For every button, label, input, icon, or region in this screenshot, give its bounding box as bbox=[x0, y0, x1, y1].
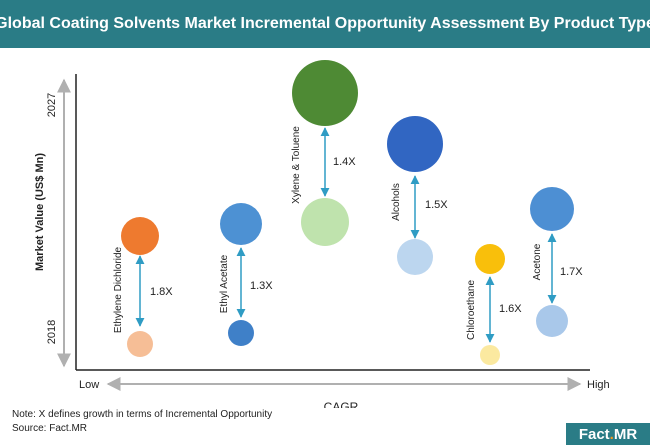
page-title: Global Coating Solvents Market Increment… bbox=[0, 0, 650, 48]
y-axis-title: Market Value (US$ Mn) bbox=[34, 153, 46, 271]
logo-dot: . bbox=[609, 425, 614, 443]
bubble-2018 bbox=[301, 198, 349, 246]
bubble-2027 bbox=[121, 217, 159, 255]
product-label: Ethyl Acetate bbox=[219, 254, 230, 313]
bubble-group-alcohols: 1.5X Alcohols bbox=[387, 116, 448, 275]
bubble-2018 bbox=[127, 331, 153, 357]
bubble-2018 bbox=[480, 345, 500, 365]
growth-label: 1.4X bbox=[333, 156, 356, 168]
bubble-2027 bbox=[475, 244, 505, 274]
source-text: Source: Fact.MR bbox=[12, 423, 88, 434]
product-label: Acetone bbox=[532, 243, 543, 280]
bubble-group-ethylene-dichloride: 1.8X Ethylene Dichloride bbox=[113, 217, 173, 357]
bubble-2027 bbox=[387, 116, 443, 172]
x-tick-high: High bbox=[587, 379, 610, 391]
bubble-2027 bbox=[530, 187, 574, 231]
product-label: Chloroethane bbox=[466, 280, 477, 340]
y-tick-2018: 2018 bbox=[46, 320, 58, 344]
y-tick-2027: 2027 bbox=[46, 93, 58, 117]
product-label: Alcohols bbox=[391, 183, 402, 221]
bubble-2018 bbox=[536, 305, 568, 337]
bubble-group-xylene-toluene: 1.4X Xylene & Toluene bbox=[291, 60, 358, 246]
bubble-2018 bbox=[397, 239, 433, 275]
bubble-2027 bbox=[292, 60, 358, 126]
x-axis-title: CAGR bbox=[324, 400, 359, 408]
product-label: Xylene & Toluene bbox=[291, 126, 302, 204]
growth-label: 1.6X bbox=[499, 303, 522, 315]
bubble-2027 bbox=[220, 203, 262, 245]
factmr-logo: Fact. MR bbox=[566, 423, 650, 445]
bubble-group-ethyl-acetate: 1.3X Ethyl Acetate bbox=[219, 203, 273, 346]
logo-text-left: Fact bbox=[578, 425, 610, 443]
footnote: Note: X defines growth in terms of Incre… bbox=[12, 408, 272, 436]
growth-label: 1.8X bbox=[150, 286, 173, 298]
bubble-chart: 2027 2018 Market Value (US$ Mn) Low High… bbox=[34, 60, 610, 408]
x-tick-low: Low bbox=[79, 379, 99, 391]
logo-text-right: MR bbox=[613, 425, 638, 443]
product-label: Ethylene Dichloride bbox=[113, 246, 124, 333]
bubble-group-acetone: 1.7X Acetone bbox=[530, 187, 583, 337]
bubble-2018 bbox=[228, 320, 254, 346]
growth-label: 1.3X bbox=[250, 280, 273, 292]
growth-label: 1.5X bbox=[425, 199, 448, 211]
bubble-group-chloroethane: 1.6X Chloroethane bbox=[466, 244, 522, 365]
footnote-text: Note: X defines growth in terms of Incre… bbox=[12, 409, 273, 420]
growth-label: 1.7X bbox=[560, 266, 583, 278]
